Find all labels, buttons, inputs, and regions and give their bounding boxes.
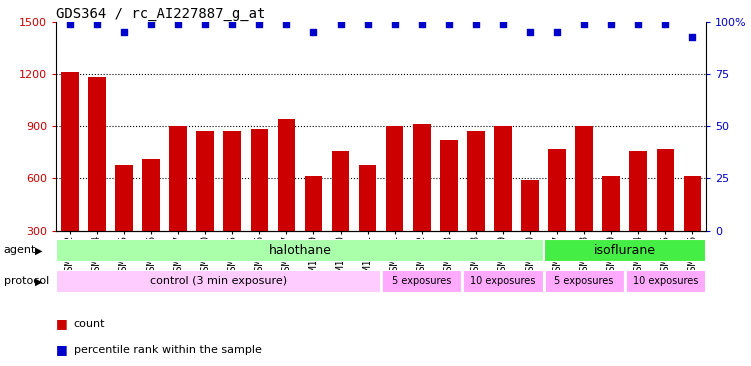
Bar: [575, 126, 593, 283]
Bar: [61, 72, 79, 283]
Bar: [521, 180, 538, 283]
Point: [199, 21, 211, 27]
Text: isoflurane: isoflurane: [594, 244, 656, 257]
Text: ▶: ▶: [35, 276, 43, 287]
Text: percentile rank within the sample: percentile rank within the sample: [74, 344, 261, 355]
Bar: [440, 140, 457, 283]
Bar: [359, 165, 376, 283]
Bar: [494, 126, 511, 283]
Bar: [197, 131, 214, 283]
Point: [64, 21, 76, 27]
Bar: [224, 131, 241, 283]
Point: [686, 34, 698, 40]
Point: [578, 21, 590, 27]
Text: 5 exposures: 5 exposures: [392, 276, 451, 287]
Bar: [169, 126, 187, 283]
Bar: [602, 176, 620, 283]
Text: control (3 min exposure): control (3 min exposure): [150, 276, 288, 287]
Point: [524, 30, 536, 36]
Bar: [548, 149, 566, 283]
Text: halothane: halothane: [269, 244, 331, 257]
Bar: [251, 129, 268, 283]
Bar: [629, 151, 647, 283]
Point: [659, 21, 671, 27]
Bar: [115, 165, 133, 283]
Text: ■: ■: [56, 343, 68, 356]
Point: [145, 21, 157, 27]
Bar: [656, 149, 674, 283]
Text: 5 exposures: 5 exposures: [554, 276, 614, 287]
Text: 10 exposures: 10 exposures: [632, 276, 698, 287]
Point: [497, 21, 509, 27]
Text: ■: ■: [56, 317, 68, 330]
Bar: [278, 119, 295, 283]
Point: [551, 30, 563, 36]
Bar: [305, 176, 322, 283]
Bar: [544, 239, 706, 262]
Text: ▶: ▶: [35, 245, 43, 255]
Bar: [625, 270, 706, 293]
Point: [470, 21, 482, 27]
Bar: [413, 124, 430, 283]
Text: protocol: protocol: [4, 276, 49, 287]
Bar: [467, 131, 484, 283]
Text: agent: agent: [4, 245, 36, 255]
Point: [253, 21, 265, 27]
Point: [226, 21, 238, 27]
Point: [416, 21, 428, 27]
Point: [389, 21, 401, 27]
Bar: [88, 77, 106, 283]
Text: count: count: [74, 319, 105, 329]
Bar: [56, 239, 544, 262]
Point: [443, 21, 455, 27]
Point: [605, 21, 617, 27]
Point: [91, 21, 103, 27]
Point: [334, 21, 346, 27]
Point: [280, 21, 292, 27]
Bar: [386, 126, 403, 283]
Bar: [381, 270, 463, 293]
Point: [361, 21, 373, 27]
Text: GDS364 / rc_AI227887_g_at: GDS364 / rc_AI227887_g_at: [56, 7, 266, 21]
Text: 10 exposures: 10 exposures: [470, 276, 535, 287]
Bar: [544, 270, 625, 293]
Point: [172, 21, 184, 27]
Bar: [683, 176, 701, 283]
Bar: [332, 152, 349, 283]
Point: [118, 30, 130, 36]
Bar: [142, 159, 160, 283]
Point: [632, 21, 644, 27]
Point: [307, 30, 319, 36]
Bar: [463, 270, 544, 293]
Bar: [56, 270, 381, 293]
